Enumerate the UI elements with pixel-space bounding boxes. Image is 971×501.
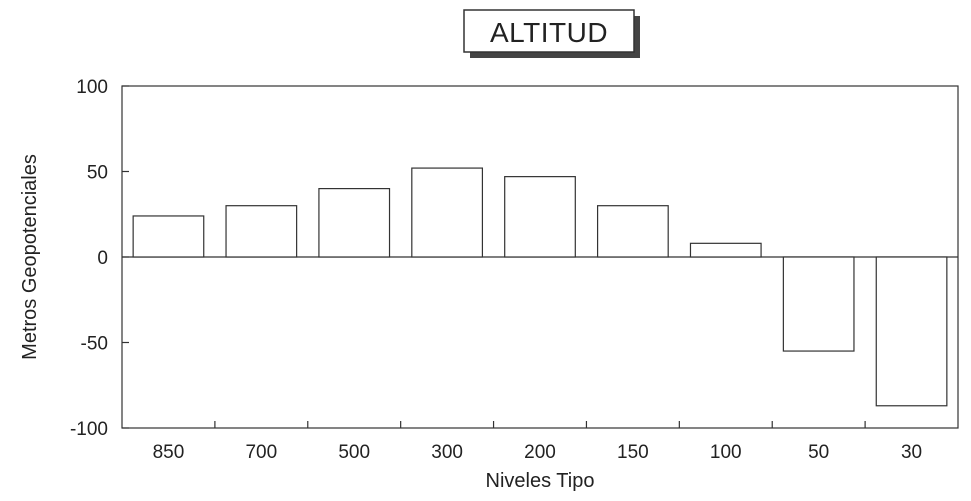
- y-tick-label: -100: [70, 419, 108, 440]
- x-tick-label: 850: [153, 442, 185, 463]
- y-axis-title: Metros Geopotenciales: [19, 154, 41, 360]
- bar-50: [782, 256, 855, 352]
- bar-700: [225, 205, 298, 258]
- bar-series: [132, 167, 948, 407]
- y-tick-label: 0: [97, 248, 108, 269]
- chart-title-box: ALTITUD: [463, 9, 640, 58]
- x-tick-label: 30: [901, 442, 922, 463]
- x-axis-title: Niveles Tipo: [486, 470, 595, 492]
- title-frame: [463, 9, 635, 53]
- bar-500: [318, 188, 391, 258]
- x-tick-label: 700: [245, 442, 277, 463]
- x-tick-label: 150: [617, 442, 649, 463]
- chart-title: ALTITUD: [490, 17, 608, 48]
- x-tick-label: 100: [710, 442, 742, 463]
- bar-100: [689, 242, 762, 258]
- x-tick-label: 200: [524, 442, 556, 463]
- x-tick-label: 500: [338, 442, 370, 463]
- y-axis: -100 -50 0 50 100: [70, 77, 129, 440]
- bar-30: [875, 256, 948, 407]
- bar-150: [596, 205, 669, 258]
- bar-200: [504, 176, 576, 258]
- x-tick-label: 50: [808, 442, 829, 463]
- bar-300: [411, 167, 484, 258]
- y-tick-label: 50: [87, 163, 108, 184]
- y-tick-label: -50: [81, 334, 108, 355]
- x-tick-label: 300: [431, 442, 463, 463]
- bar-850: [132, 215, 205, 258]
- x-axis: 850 700 500 300 200 150 100 50 30: [153, 421, 922, 463]
- y-tick-label: 100: [76, 77, 108, 98]
